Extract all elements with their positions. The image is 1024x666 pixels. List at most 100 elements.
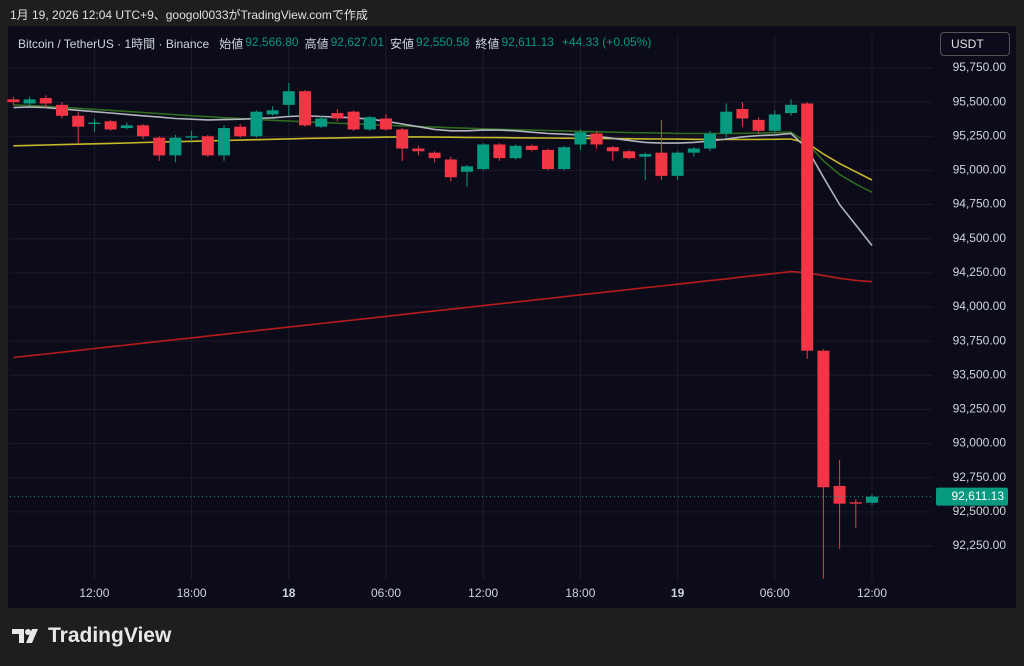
candle-body (509, 145, 522, 159)
candle-body (720, 111, 733, 134)
candle-body (315, 118, 328, 127)
candle-body (736, 108, 749, 119)
candle-body (347, 111, 360, 130)
candle-body (185, 136, 198, 138)
candle-body (801, 103, 814, 351)
y-tick-label: 95,500.00 (953, 94, 1007, 108)
last-price-box (936, 487, 1008, 506)
ohlc-value: 92,627.01 (330, 35, 385, 49)
y-tick-label: 93,000.00 (953, 436, 1007, 450)
candle-body (396, 129, 409, 149)
y-tick-label: 94,750.00 (953, 197, 1007, 211)
header-text: 1月 19, 2026 12:04 UTC+9、googol0033がTradi… (10, 8, 368, 22)
y-tick-label: 92,750.00 (953, 470, 1007, 484)
candle-body (72, 115, 85, 127)
x-tick-label: 18:00 (177, 586, 207, 600)
x-tick-label: 19 (671, 586, 685, 600)
y-tick-label: 93,250.00 (953, 402, 1007, 416)
candle-body (866, 496, 878, 503)
currency-button[interactable]: USDT (940, 32, 1010, 56)
candle-body (671, 152, 684, 176)
ohlc-label: 安値 (390, 37, 415, 51)
candle-body (331, 113, 344, 119)
brand-name: TradingView (48, 624, 172, 647)
candle-body (39, 98, 52, 104)
candle-body (493, 144, 506, 159)
candle-body (704, 133, 716, 149)
x-tick-label: 18 (282, 586, 296, 600)
candle-body (88, 122, 101, 124)
y-tick-label: 94,000.00 (953, 299, 1007, 313)
y-tick-label: 94,250.00 (953, 265, 1007, 279)
x-tick-label: 06:00 (371, 586, 401, 600)
candle-body (137, 125, 149, 137)
ohlc-label: 高値 (304, 37, 329, 51)
candle-body (768, 114, 781, 131)
y-tick-label: 94,500.00 (953, 231, 1007, 245)
candle-body (7, 99, 20, 103)
candle-body (444, 159, 457, 178)
candle-body (428, 152, 441, 159)
candle-body (56, 104, 68, 116)
x-tick-label: 06:00 (760, 586, 790, 600)
y-tick-label: 95,250.00 (953, 128, 1007, 142)
candle-body (785, 104, 797, 114)
chart-panel (8, 26, 1016, 608)
candle-body (380, 118, 392, 130)
y-tick-label: 95,000.00 (953, 163, 1007, 177)
candle-body (169, 137, 182, 156)
candle-body (849, 502, 862, 504)
ohlc-label: 始値 (219, 37, 244, 51)
candle-body (623, 151, 635, 159)
x-tick-label: 12:00 (857, 586, 887, 600)
candle-body (525, 145, 538, 150)
moving-average (13, 270, 873, 359)
brand-logo (12, 629, 38, 643)
candle-body (461, 166, 473, 172)
ohlc-label: 終値 (475, 37, 500, 51)
candle-body (412, 148, 425, 152)
candle-body (752, 119, 765, 131)
last-price-label: 92,611.13 (952, 489, 1005, 503)
candle-body (817, 350, 830, 488)
moving-average (13, 106, 873, 246)
candle-body (558, 147, 571, 170)
candle-body (218, 128, 230, 156)
candle-body (266, 110, 279, 115)
candle-body (363, 117, 376, 130)
ohlc-value: 92,550.58 (416, 35, 470, 49)
y-tick-label: 93,500.00 (953, 367, 1007, 381)
candle-body (833, 485, 846, 504)
y-tick-label: 92,500.00 (953, 504, 1007, 518)
legend: Bitcoin / TetherUS · 1時間 · Binance 始値 92,… (18, 35, 655, 52)
y-tick-label: 93,750.00 (953, 333, 1007, 347)
candle-body (639, 154, 652, 157)
x-tick-label: 12:00 (79, 586, 109, 600)
candle-body (23, 99, 36, 104)
ohlc-value: 92,611.13 (501, 35, 554, 49)
symbol: Bitcoin / TetherUS · 1時間 · Binance (18, 37, 210, 51)
x-tick-label: 12:00 (468, 586, 498, 600)
candle-body (250, 111, 263, 137)
x-tick-label: 18:00 (565, 586, 595, 600)
candle-body (299, 91, 311, 126)
ohlc-value: 92,566.80 (245, 35, 299, 49)
candle-body (687, 148, 700, 153)
brand: TradingView (12, 624, 171, 648)
candle-body (477, 144, 490, 170)
ohlc: 始値 92,566.80 高値 92,627.01 安値 92,550.58 終値 92,61… (219, 35, 558, 52)
change: +44.33 (+0.05%) (561, 35, 652, 49)
candle-body (104, 121, 117, 130)
candle-body (234, 126, 247, 137)
plot: 92,250.00 92,500.00 92,750.00 93,000.00 93,2… (7, 35, 1006, 600)
candle-body (153, 137, 166, 156)
candle-body (542, 149, 554, 170)
candle-body (574, 132, 587, 145)
candle-body (606, 147, 619, 152)
y-tick-label: 92,250.00 (953, 538, 1007, 552)
candle-body (201, 136, 214, 156)
candle-body (282, 91, 295, 105)
candle-body (120, 125, 133, 129)
